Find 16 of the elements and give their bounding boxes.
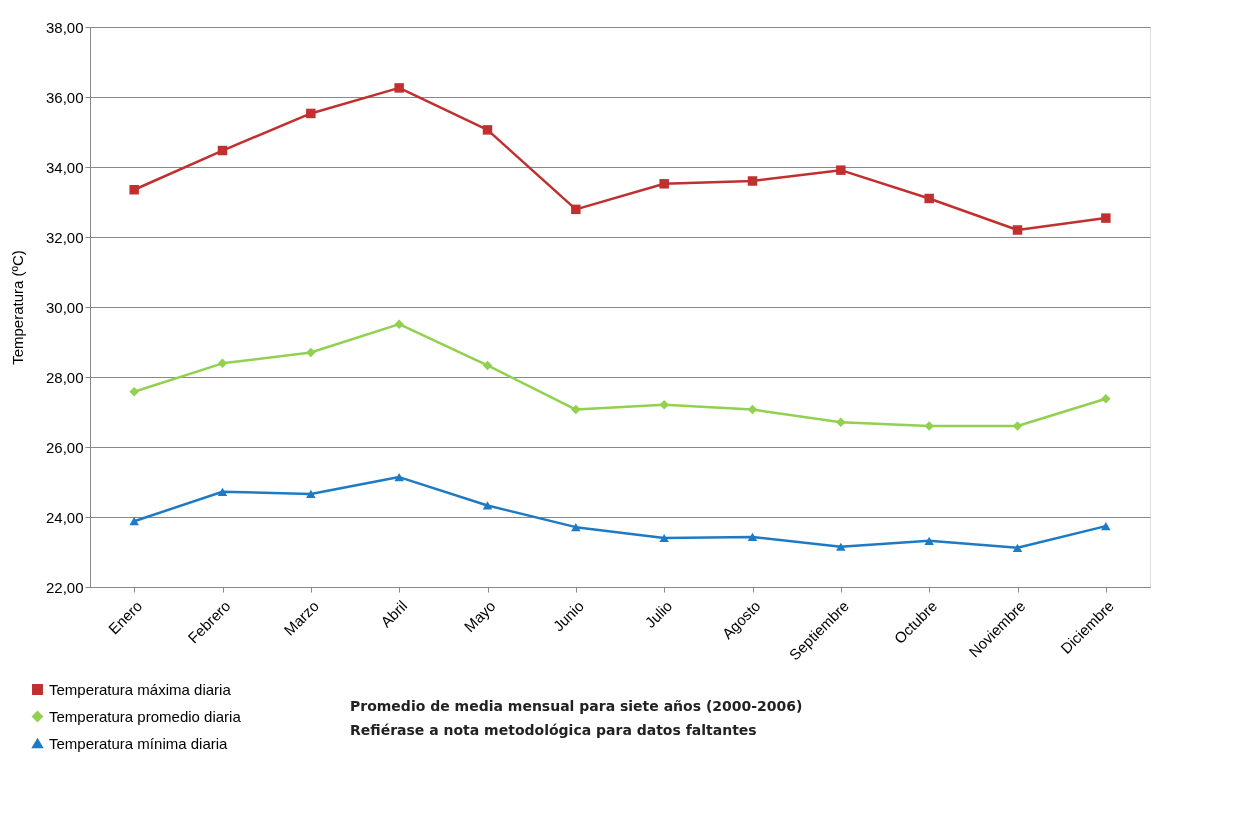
y-tick-label: 30,00 <box>45 298 84 316</box>
y-axis-title: Temperatura (ºC) <box>8 250 26 365</box>
y-tick-label: 24,00 <box>45 508 84 526</box>
y-tick-label: 22,00 <box>45 578 84 596</box>
text: Refiérase a nota metodológica para datos faltantes <box>350 722 757 738</box>
text: Promedio de media mensual para siete años (2000-2006) <box>350 698 803 714</box>
y-tick-label: 32,00 <box>45 228 84 246</box>
legend-label: Temperatura mínima diaria <box>49 734 229 752</box>
y-tick-label: 26,00 <box>45 438 84 456</box>
y-tick-label: 34,00 <box>45 158 84 176</box>
y-tick-label: 38,00 <box>45 18 84 36</box>
legend-label: Temperatura promedio diaria <box>49 707 242 725</box>
legend-label: Temperatura máxima diaria <box>49 680 232 698</box>
y-tick-label: 28,00 <box>45 368 84 386</box>
x-tick-label: Julio <box>641 597 676 631</box>
y-tick-label: 36,00 <box>45 88 84 106</box>
